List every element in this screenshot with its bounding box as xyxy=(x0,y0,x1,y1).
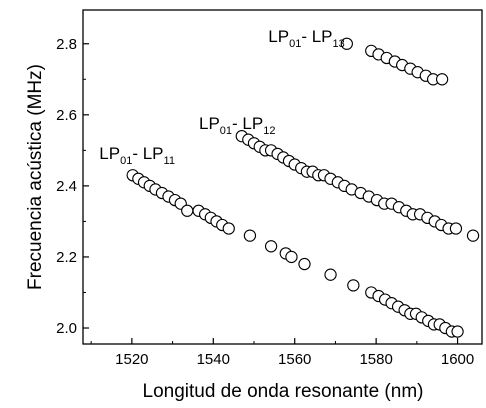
data-point xyxy=(222,222,235,235)
data-point xyxy=(264,240,278,253)
series-label: LP01- LP13 xyxy=(268,27,344,50)
series-label: LP01- LP12 xyxy=(199,114,275,137)
data-point xyxy=(243,229,257,242)
series-labels: LP01- LP11 LP01- LP12 LP01- LP13 xyxy=(99,27,344,167)
x-tick-label: 1560 xyxy=(278,351,311,368)
data-point xyxy=(285,250,298,264)
y-axis-title: Frecuencia acústica (MHz) xyxy=(25,64,46,290)
y-tick-label: 2.0 xyxy=(56,320,77,337)
x-tick-label: 1580 xyxy=(359,351,392,368)
data-points xyxy=(126,37,480,338)
data-point xyxy=(449,222,463,235)
data-point xyxy=(298,257,311,271)
x-tick-label: 1600 xyxy=(441,351,474,368)
data-point xyxy=(340,37,353,50)
data-point xyxy=(435,73,449,86)
y-tick-label: 2.8 xyxy=(56,36,77,53)
x-tick-label: 1520 xyxy=(115,351,148,368)
data-point xyxy=(181,204,194,217)
y-tick-label: 2.6 xyxy=(56,107,77,124)
data-point xyxy=(451,325,464,338)
y-tick-label: 2.2 xyxy=(56,249,77,266)
plot-frame xyxy=(82,9,483,345)
x-tick-label: 1540 xyxy=(197,351,230,368)
tick-labels: 1520 1540 1560 1580 1600 2.0 2.2 2.4 2.6 2.8 xyxy=(56,36,474,368)
y-tick-label: 2.4 xyxy=(56,178,77,195)
data-point xyxy=(347,279,360,292)
axis-ticks xyxy=(83,43,459,344)
data-point xyxy=(466,229,480,242)
data-point xyxy=(324,268,337,281)
x-axis-title: Longitud de onda resonante (nm) xyxy=(143,381,424,402)
series-label: LP01- LP11 xyxy=(99,144,175,167)
